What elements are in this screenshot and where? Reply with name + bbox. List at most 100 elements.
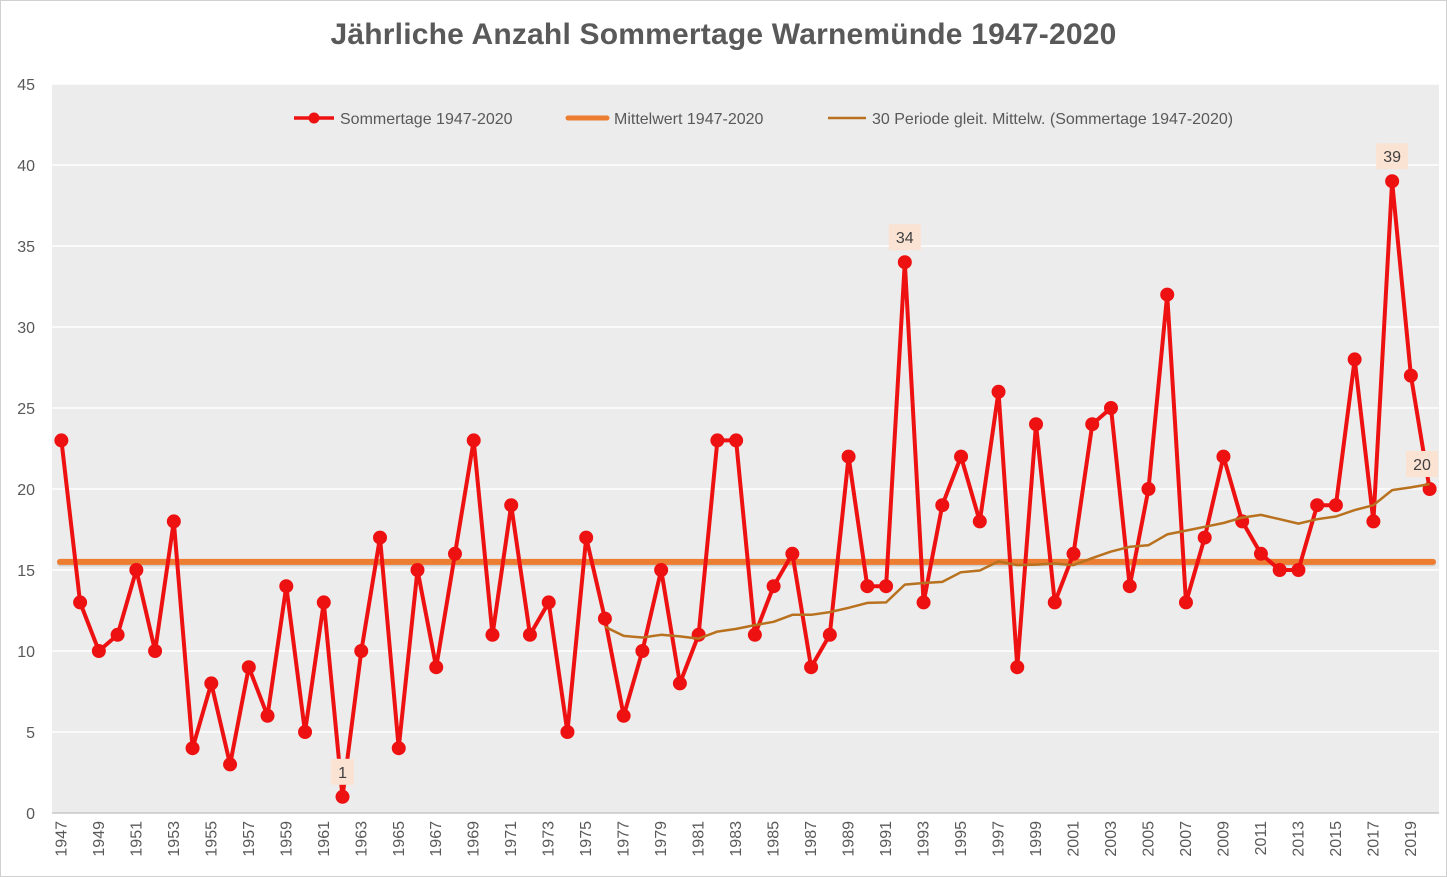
data-point [335, 789, 350, 804]
x-tick-label: 2009 [1215, 821, 1232, 857]
data-point [766, 579, 781, 594]
x-tick-label: 1979 [653, 821, 670, 857]
y-tick-label: 10 [17, 644, 35, 661]
data-point [522, 627, 537, 642]
x-tick-label: 1999 [1028, 821, 1045, 857]
legend-label-mittelwert: Mittelwert 1947-2020 [614, 111, 764, 128]
x-tick-label: 1975 [578, 821, 595, 857]
data-label: 34 [896, 230, 914, 247]
x-tick-label: 2001 [1066, 821, 1083, 857]
data-point [1310, 498, 1325, 513]
x-tick-label: 1991 [878, 821, 895, 857]
data-point [485, 627, 500, 642]
data-point [110, 627, 125, 642]
data-point [597, 611, 612, 626]
data-point [316, 595, 331, 610]
y-tick-label: 0 [26, 806, 35, 823]
data-point [1197, 530, 1212, 545]
data-point [1160, 287, 1175, 302]
y-tick-label: 20 [17, 482, 35, 499]
data-point [54, 433, 69, 448]
data-point [560, 725, 575, 739]
data-point [204, 676, 219, 691]
x-tick-label: 2019 [1403, 821, 1420, 857]
x-tick-label: 1949 [91, 821, 108, 857]
x-tick-label: 1947 [53, 821, 70, 857]
legend-label-sommertage: Sommertage 1947-2020 [340, 111, 513, 128]
data-point [129, 563, 144, 577]
data-point [148, 644, 163, 658]
gridlines [52, 83, 1439, 814]
data-point [954, 449, 969, 464]
x-tick-label: 2011 [1253, 821, 1270, 856]
data-point [1103, 401, 1118, 415]
x-tick-label: 1969 [466, 821, 483, 857]
data-point [223, 757, 238, 772]
plot-area [52, 84, 1439, 813]
data-point [1085, 417, 1100, 432]
x-tick-label: 1997 [991, 821, 1008, 857]
data-label-box [1406, 451, 1438, 477]
y-tick-label: 5 [26, 725, 35, 742]
x-tick-label: 1953 [166, 821, 183, 857]
data-point [354, 644, 369, 658]
x-tick-label: 1973 [541, 821, 558, 857]
data-label-box [1376, 143, 1409, 170]
data-label: 39 [1383, 149, 1401, 166]
x-tick-label: 1995 [953, 821, 970, 857]
x-tick-label: 1963 [353, 821, 370, 857]
x-tick-label: 1959 [278, 821, 295, 857]
data-point [860, 579, 875, 594]
data-point [185, 741, 200, 756]
legend-label-moving-average: 30 Periode gleit. Mittelw. (Sommertage 1… [872, 111, 1233, 128]
data-label: 1 [338, 765, 347, 782]
data-point [710, 433, 725, 448]
data-point [747, 627, 762, 642]
data-point [841, 449, 856, 464]
x-tick-label: 2017 [1365, 821, 1382, 857]
data-point [1047, 595, 1062, 610]
data-point [391, 741, 406, 756]
data-point [541, 595, 556, 610]
x-tick-label: 2003 [1103, 821, 1120, 857]
x-axis-ticks: 1947 1949 1951 1953 1955 1957 1959 1961 1963 1965… [53, 821, 1420, 857]
x-tick-label: 1989 [841, 821, 858, 857]
data-label: 20 [1413, 457, 1431, 474]
data-point [579, 530, 594, 545]
data-point [260, 708, 275, 723]
data-point [785, 546, 800, 561]
data-point [654, 563, 669, 577]
data-point [1122, 579, 1137, 594]
x-tick-label: 1951 [128, 821, 145, 857]
chart-title: Jährliche Anzahl Sommertage Warnemünde 1… [330, 18, 1117, 51]
y-tick-label: 25 [17, 401, 35, 418]
data-point [616, 708, 631, 723]
data-point [991, 384, 1006, 399]
data-point [1328, 498, 1343, 513]
x-tick-label: 1971 [503, 821, 520, 857]
data-point [410, 563, 425, 577]
x-tick-label: 1955 [203, 821, 220, 857]
data-point [1291, 563, 1306, 577]
x-tick-label: 1957 [241, 821, 258, 857]
data-labels-group: 1 34 39 20 [331, 143, 1438, 785]
y-tick-label: 45 [17, 77, 35, 94]
y-tick-label: 35 [17, 239, 35, 256]
x-tick-label: 1987 [803, 821, 820, 857]
x-tick-label: 1967 [428, 821, 445, 857]
data-point [635, 644, 650, 658]
data-point [373, 530, 388, 545]
data-label-box [888, 224, 921, 251]
data-point [822, 627, 837, 642]
x-tick-label: 2013 [1290, 821, 1307, 857]
legend-marker-sommertage [308, 112, 320, 124]
series-group [54, 174, 1437, 804]
y-axis-ticks: 0 5 10 15 20 25 30 35 40 45 [17, 77, 35, 823]
x-tick-label: 1983 [728, 821, 745, 857]
data-point [1066, 546, 1081, 561]
x-tick-label: 1993 [916, 821, 933, 857]
data-point [1347, 352, 1362, 367]
data-point [447, 546, 462, 561]
x-tick-label: 1977 [616, 821, 633, 857]
